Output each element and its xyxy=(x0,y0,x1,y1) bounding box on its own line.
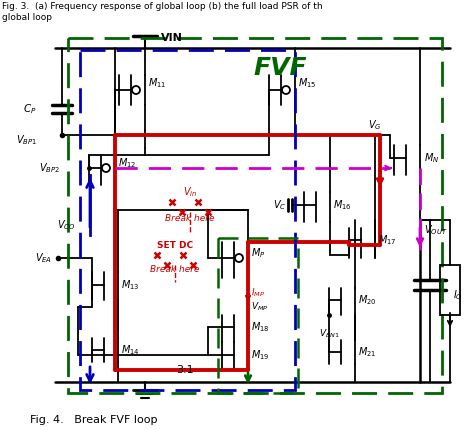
Text: $M_N$: $M_N$ xyxy=(424,151,439,165)
Text: Break here: Break here xyxy=(150,265,200,274)
Text: $M_{16}$: $M_{16}$ xyxy=(333,198,352,212)
Text: $V_{in}$: $V_{in}$ xyxy=(183,185,197,199)
Text: $C_P$: $C_P$ xyxy=(23,102,37,116)
Text: $M_P$: $M_P$ xyxy=(251,246,265,260)
Text: FVF: FVF xyxy=(253,56,307,80)
Text: $M_{13}$: $M_{13}$ xyxy=(121,278,139,292)
Text: $M_{20}$: $M_{20}$ xyxy=(358,293,377,307)
Text: $V_{BP2}$: $V_{BP2}$ xyxy=(39,161,60,175)
Text: $V_C$: $V_C$ xyxy=(273,198,286,212)
Bar xyxy=(440,265,460,315)
Text: $V_G$: $V_G$ xyxy=(368,118,382,132)
Text: $M_{12}$: $M_{12}$ xyxy=(118,156,137,170)
Text: $I_{MP}$: $I_{MP}$ xyxy=(251,287,265,299)
Text: Fig. 4.   Break FVF loop: Fig. 4. Break FVF loop xyxy=(30,415,157,425)
Text: $M_{15}$: $M_{15}$ xyxy=(298,76,317,90)
Text: $I_O$: $I_O$ xyxy=(453,288,463,302)
Text: 3:1: 3:1 xyxy=(176,365,194,375)
Text: $M_{18}$: $M_{18}$ xyxy=(251,320,270,334)
Text: $V_{MP}$: $V_{MP}$ xyxy=(251,301,268,313)
Text: $V_{OUT}$: $V_{OUT}$ xyxy=(424,223,447,237)
Text: $V_{BN1}$: $V_{BN1}$ xyxy=(319,328,339,341)
Text: Fig. 3.  (a) Frequency response of global loop (b) the full load PSR of th: Fig. 3. (a) Frequency response of global… xyxy=(2,2,323,11)
Text: $M_{11}$: $M_{11}$ xyxy=(148,76,166,90)
Text: global loop: global loop xyxy=(2,13,52,22)
Text: $M_{21}$: $M_{21}$ xyxy=(358,345,376,359)
Text: $M_{14}$: $M_{14}$ xyxy=(121,343,140,357)
Text: $M_{19}$: $M_{19}$ xyxy=(251,348,270,362)
Text: SET DC: SET DC xyxy=(157,240,193,249)
Text: $V_{BP1}$: $V_{BP1}$ xyxy=(16,133,37,147)
Text: VIN: VIN xyxy=(161,33,183,43)
Text: $V_{EA}$: $V_{EA}$ xyxy=(35,251,52,265)
Text: $M_{17}$: $M_{17}$ xyxy=(378,233,397,247)
Text: $V_{CO}$: $V_{CO}$ xyxy=(56,218,75,232)
Text: Break here: Break here xyxy=(165,214,215,223)
